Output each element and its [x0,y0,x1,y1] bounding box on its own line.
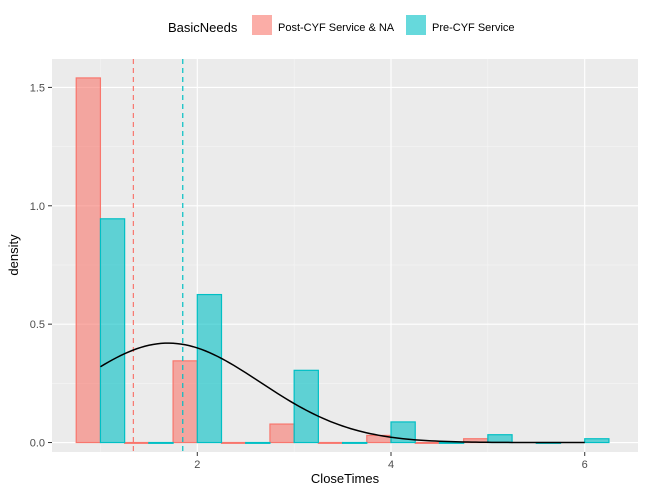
plot-panel [52,59,638,452]
legend-label-pre-cyf: Pre-CYF Service [432,22,515,34]
y-axis: 0.0 0.5 1.0 1.5 [30,82,52,450]
legend-key-post-cyf [252,15,272,35]
legend-label-post-cyf: Post-CYF Service & NA [278,22,395,34]
bar-series-0-2 [172,360,198,444]
bar-series-0-4 [269,423,295,444]
bar-series-1-1 [148,441,174,444]
legend: BasicNeeds Post-CYF Service & NA Pre-CYF… [168,15,515,35]
mean-lines [132,59,184,452]
y-tick-label: 1.0 [30,201,45,213]
bar-series-1-7 [438,441,465,444]
bar-series-1-0 [99,218,126,444]
bar-series-1-3 [245,441,271,444]
bar-series-0-5 [317,441,344,444]
bar-series-1-2 [196,293,223,444]
x-tick-label: 6 [582,459,588,471]
y-tick-label: 1.5 [30,82,45,94]
bar-series-1-5 [341,441,368,444]
bar-series-0-0 [75,77,102,444]
bar-series-1-10 [584,438,610,444]
legend-key-pre-cyf [406,15,426,35]
bar-series-1-8 [487,434,513,444]
y-tick-label: 0.5 [30,319,45,331]
y-axis-title: density [6,234,21,276]
x-tick-label: 2 [194,459,200,471]
y-tick-label: 0.0 [30,438,45,450]
grid-minor [52,59,638,452]
density-curve [100,342,585,444]
bar-series-0-3 [220,441,247,444]
bar-series-0-1 [124,441,150,444]
legend-title: BasicNeeds [168,20,238,35]
x-tick-label: 4 [388,459,394,471]
bars [75,77,610,444]
x-axis-title: CloseTimes [311,471,380,486]
x-axis: 2 4 6 [194,452,588,471]
bar-series-0-7 [414,441,441,444]
